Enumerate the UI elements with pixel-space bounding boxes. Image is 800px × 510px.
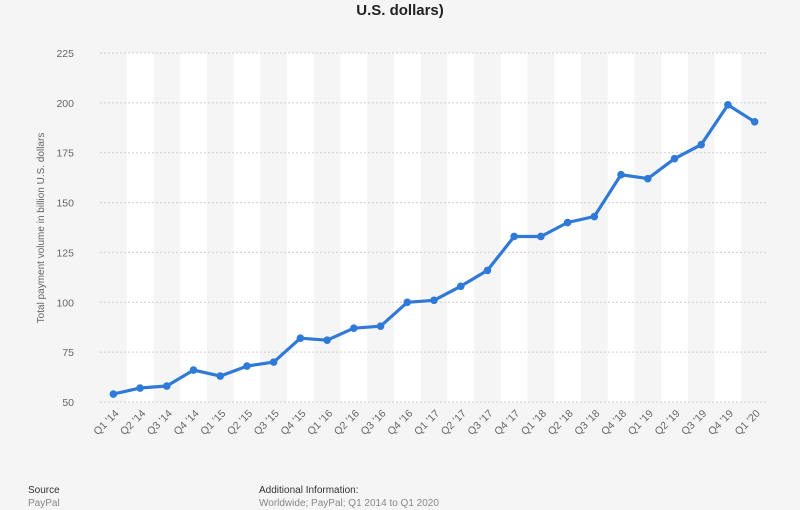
x-tick-label: Q1 '15 <box>198 408 228 438</box>
x-tick-label: Q4 '14 <box>172 408 202 438</box>
x-tick-label: Q1 '16 <box>305 408 335 438</box>
additional-info-value: Worldwide; PayPal; Q1 2014 to Q1 2020 <box>259 498 439 509</box>
additional-info-block: Additional Information: Worldwide; PayPa… <box>259 484 439 510</box>
data-point[interactable] <box>456 282 465 291</box>
data-point[interactable] <box>750 118 759 126</box>
data-point[interactable] <box>136 384 144 392</box>
data-point[interactable] <box>430 296 438 305</box>
data-point[interactable] <box>189 366 198 374</box>
data-point[interactable] <box>724 101 732 109</box>
y-tick-label: 125 <box>56 247 74 259</box>
data-point[interactable] <box>296 334 305 342</box>
data-point[interactable] <box>403 298 412 307</box>
gridlines <box>100 52 768 403</box>
x-tick-label: Q1 '18 <box>519 408 549 438</box>
column-band <box>340 53 368 402</box>
column-band <box>607 53 635 402</box>
x-tick-label: Q3 '14 <box>145 408 175 438</box>
column-band <box>233 53 261 402</box>
y-tick-label: 100 <box>56 297 74 309</box>
y-axis-label: Total payment volume in billion U.S. dol… <box>36 133 47 324</box>
data-point[interactable] <box>376 322 385 331</box>
x-tick-label: Q2 '18 <box>546 408 576 438</box>
y-tick-label: 75 <box>62 347 74 359</box>
y-tick-label: 50 <box>62 397 74 409</box>
column-band <box>393 53 421 402</box>
data-point[interactable] <box>643 174 652 183</box>
x-tick-label: Q2 '19 <box>652 408 682 438</box>
x-tick-label: Q1 '14 <box>91 408 121 438</box>
x-tick-label: Q4 '19 <box>706 408 736 438</box>
column-bands <box>126 53 742 402</box>
column-band <box>500 53 528 402</box>
additional-info-heading: Additional Information: <box>259 485 359 496</box>
data-point[interactable] <box>109 390 118 398</box>
series-line <box>111 103 757 396</box>
x-tick-label: Q2 '14 <box>118 408 148 438</box>
chart-title: U.S. dollars) <box>356 2 444 19</box>
data-point[interactable] <box>563 218 572 227</box>
x-tick-label: Q2 '16 <box>332 408 362 438</box>
x-tick-label: Q1 '17 <box>412 408 442 438</box>
column-band <box>287 53 314 402</box>
x-tick-label: Q1 '20 <box>733 408 763 438</box>
source-heading: Source <box>28 485 60 496</box>
data-point[interactable] <box>216 372 225 380</box>
x-tick-label: Q3 '17 <box>465 408 495 438</box>
x-tick-label: Q4 '18 <box>599 408 629 438</box>
x-tick-label: Q3 '15 <box>252 408 282 438</box>
x-tick-label: Q3 '19 <box>679 408 709 438</box>
column-band <box>180 53 207 402</box>
y-tick-label: 175 <box>56 148 74 160</box>
y-tick-label: 150 <box>56 198 74 210</box>
data-point[interactable] <box>269 358 278 366</box>
x-tick-label: Q4 '17 <box>492 408 522 438</box>
source-block: Source PayPal <box>28 484 60 510</box>
data-point[interactable] <box>617 170 625 179</box>
x-tick-label: Q4 '16 <box>385 408 415 438</box>
x-tick-label: Q3 '16 <box>359 408 389 438</box>
data-point[interactable] <box>670 154 679 163</box>
y-axis-ticks: 50 75 100 125 150 175 200 225 <box>56 48 74 409</box>
column-band <box>447 53 475 402</box>
data-point[interactable] <box>590 212 599 221</box>
x-tick-label: Q1 '19 <box>626 408 656 438</box>
y-tick-label: 200 <box>56 98 74 110</box>
x-tick-label: Q2 '17 <box>439 408 469 438</box>
data-point[interactable] <box>323 336 331 344</box>
x-tick-label: Q2 '15 <box>225 408 255 438</box>
column-band <box>126 53 154 402</box>
data-point[interactable] <box>163 382 171 390</box>
source-value: PayPal <box>28 498 60 509</box>
data-point[interactable] <box>350 324 358 333</box>
x-tick-label: Q4 '15 <box>278 408 308 438</box>
data-points <box>109 101 759 398</box>
data-point[interactable] <box>510 232 518 241</box>
y-tick-label: 225 <box>56 48 74 60</box>
data-point[interactable] <box>697 140 705 149</box>
x-tick-label: Q3 '18 <box>572 408 602 438</box>
data-point[interactable] <box>483 266 492 275</box>
data-point[interactable] <box>537 232 545 241</box>
column-band <box>661 53 688 402</box>
data-point[interactable] <box>243 362 251 370</box>
